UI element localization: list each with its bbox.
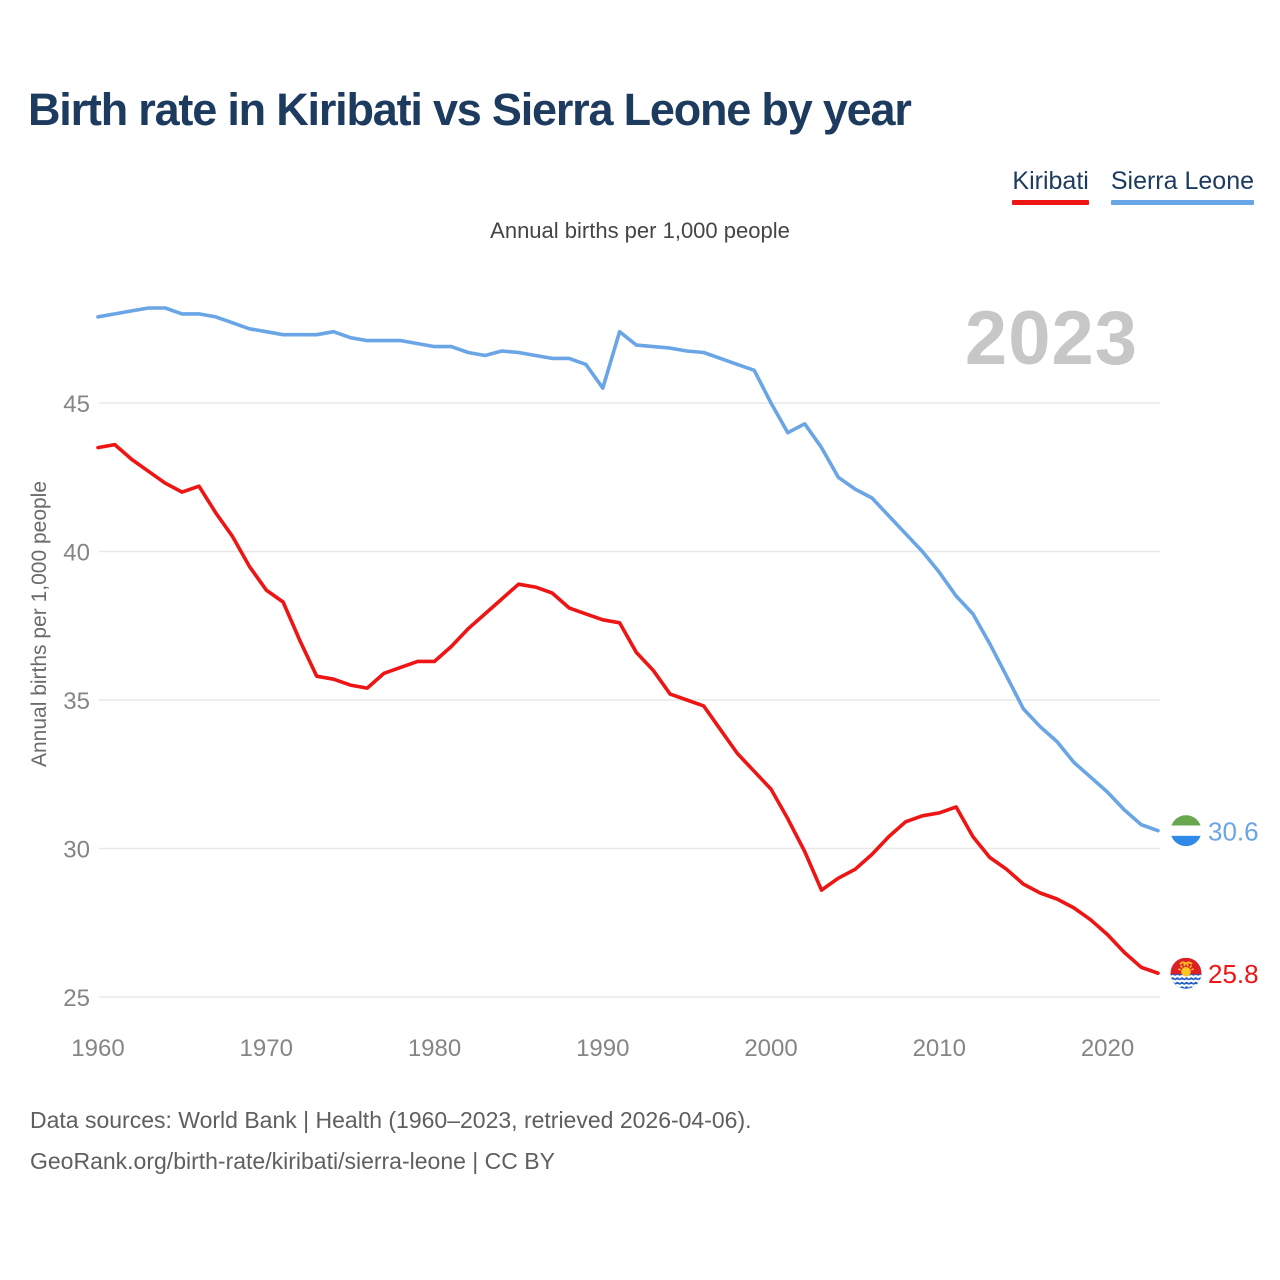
x-tick-label: 2010 xyxy=(913,1035,966,1062)
kiribati-flag-icon xyxy=(1170,957,1202,989)
y-tick-label: 25 xyxy=(63,985,90,1012)
y-tick-label: 35 xyxy=(63,688,90,715)
x-tick-label: 1980 xyxy=(408,1035,461,1062)
legend-color-bar-sierra-leone xyxy=(1110,200,1254,205)
page-title: Birth rate in Kiribati vs Sierra Leone b… xyxy=(28,84,912,135)
legend: Kiribati Sierra Leone xyxy=(1012,167,1254,205)
y-tick-label: 30 xyxy=(63,837,90,864)
y-axis-title: Annual births per 1,000 people xyxy=(28,481,51,767)
x-tick-label: 1970 xyxy=(240,1035,293,1062)
series-line-sierra-leone[interactable] xyxy=(96,306,1160,833)
legend-color-bar-kiribati xyxy=(1012,200,1089,205)
footer: Data sources: World Bank | Health (1960–… xyxy=(30,1100,752,1182)
series-line-kiribati[interactable] xyxy=(96,442,1160,976)
end-value-label-kiribati: 25.8 xyxy=(1208,959,1259,989)
x-tick-label: 1960 xyxy=(71,1035,124,1062)
chart-subtitle: Annual births per 1,000 people xyxy=(490,218,790,243)
x-tick-label: 2020 xyxy=(1081,1035,1134,1062)
sierra-leone-flag-icon xyxy=(1170,815,1202,847)
footer-data-sources: Data sources: World Bank | Health (1960–… xyxy=(30,1107,752,1133)
y-tick-label: 40 xyxy=(63,540,90,567)
legend-item-sierra-leone[interactable]: Sierra Leone xyxy=(1110,167,1254,205)
watermark-year: 2023 xyxy=(965,296,1138,381)
legend-item-kiribati[interactable]: Kiribati xyxy=(1012,167,1089,205)
end-value-label-sierra-leone: 30.6 xyxy=(1208,817,1259,847)
x-tick-label: 2000 xyxy=(744,1035,797,1062)
footer-attribution: GeoRank.org/birth-rate/kiribati/sierra-l… xyxy=(30,1148,555,1174)
legend-label: Sierra Leone xyxy=(1110,167,1254,195)
x-tick-label: 1990 xyxy=(576,1035,629,1062)
legend-label: Kiribati xyxy=(1012,167,1089,195)
y-tick-label: 45 xyxy=(63,391,90,418)
